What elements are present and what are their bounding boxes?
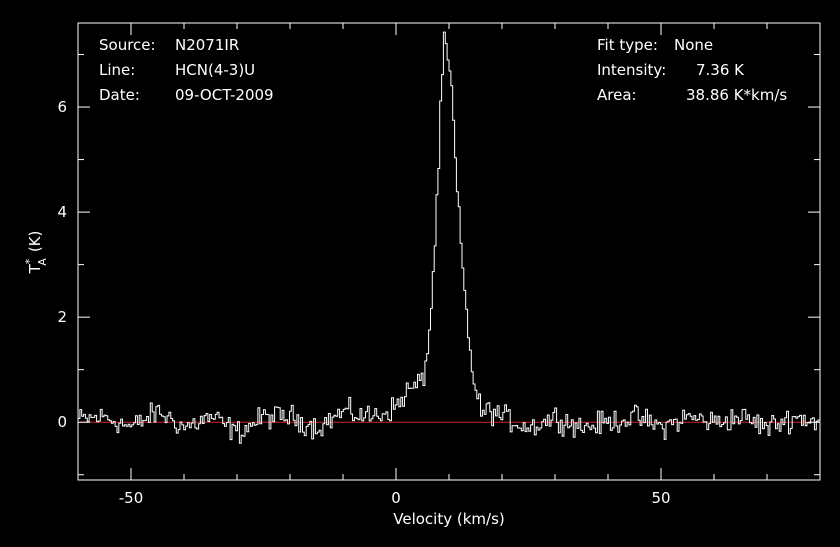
source-label: Source: [99, 36, 156, 54]
date-value: 09-OCT-2009 [175, 86, 274, 104]
x-tick-label: -50 [119, 489, 144, 507]
y-tick-label: 4 [57, 203, 67, 221]
x-tick-label: 0 [391, 489, 401, 507]
line-label: Line: [99, 61, 135, 79]
y-label-unit: (K) [26, 231, 44, 253]
y-axis-label: T*A (K) [23, 231, 49, 275]
x-axis-ticks: -50 0 50 [77, 23, 821, 507]
line-value: HCN(4-3)U [175, 61, 255, 79]
x-tick-label: 50 [651, 489, 670, 507]
intensity-value: 7.36 K [696, 61, 745, 79]
y-label-sup: * [23, 258, 36, 264]
y-tick-label: 2 [57, 308, 67, 326]
fit-type-value: None [674, 36, 713, 54]
area-label: Area: [597, 86, 637, 104]
y-tick-label: 0 [57, 413, 67, 431]
y-label-main: T [26, 263, 44, 274]
y-axis-ticks: 0 2 4 6 [57, 54, 820, 476]
x-axis-label: Velocity (km/s) [393, 510, 504, 528]
spectrum-line [78, 31, 820, 444]
svg-text:T*A(K): T*A (K) [23, 231, 49, 275]
area-value: 38.86 K*km/s [686, 86, 787, 104]
intensity-label: Intensity: [597, 61, 666, 79]
source-value: N2071IR [175, 36, 239, 54]
fit-type-label: Fit type: [597, 36, 658, 54]
y-label-sub: A [36, 258, 49, 266]
date-label: Date: [99, 86, 140, 104]
y-tick-label: 6 [57, 98, 67, 116]
